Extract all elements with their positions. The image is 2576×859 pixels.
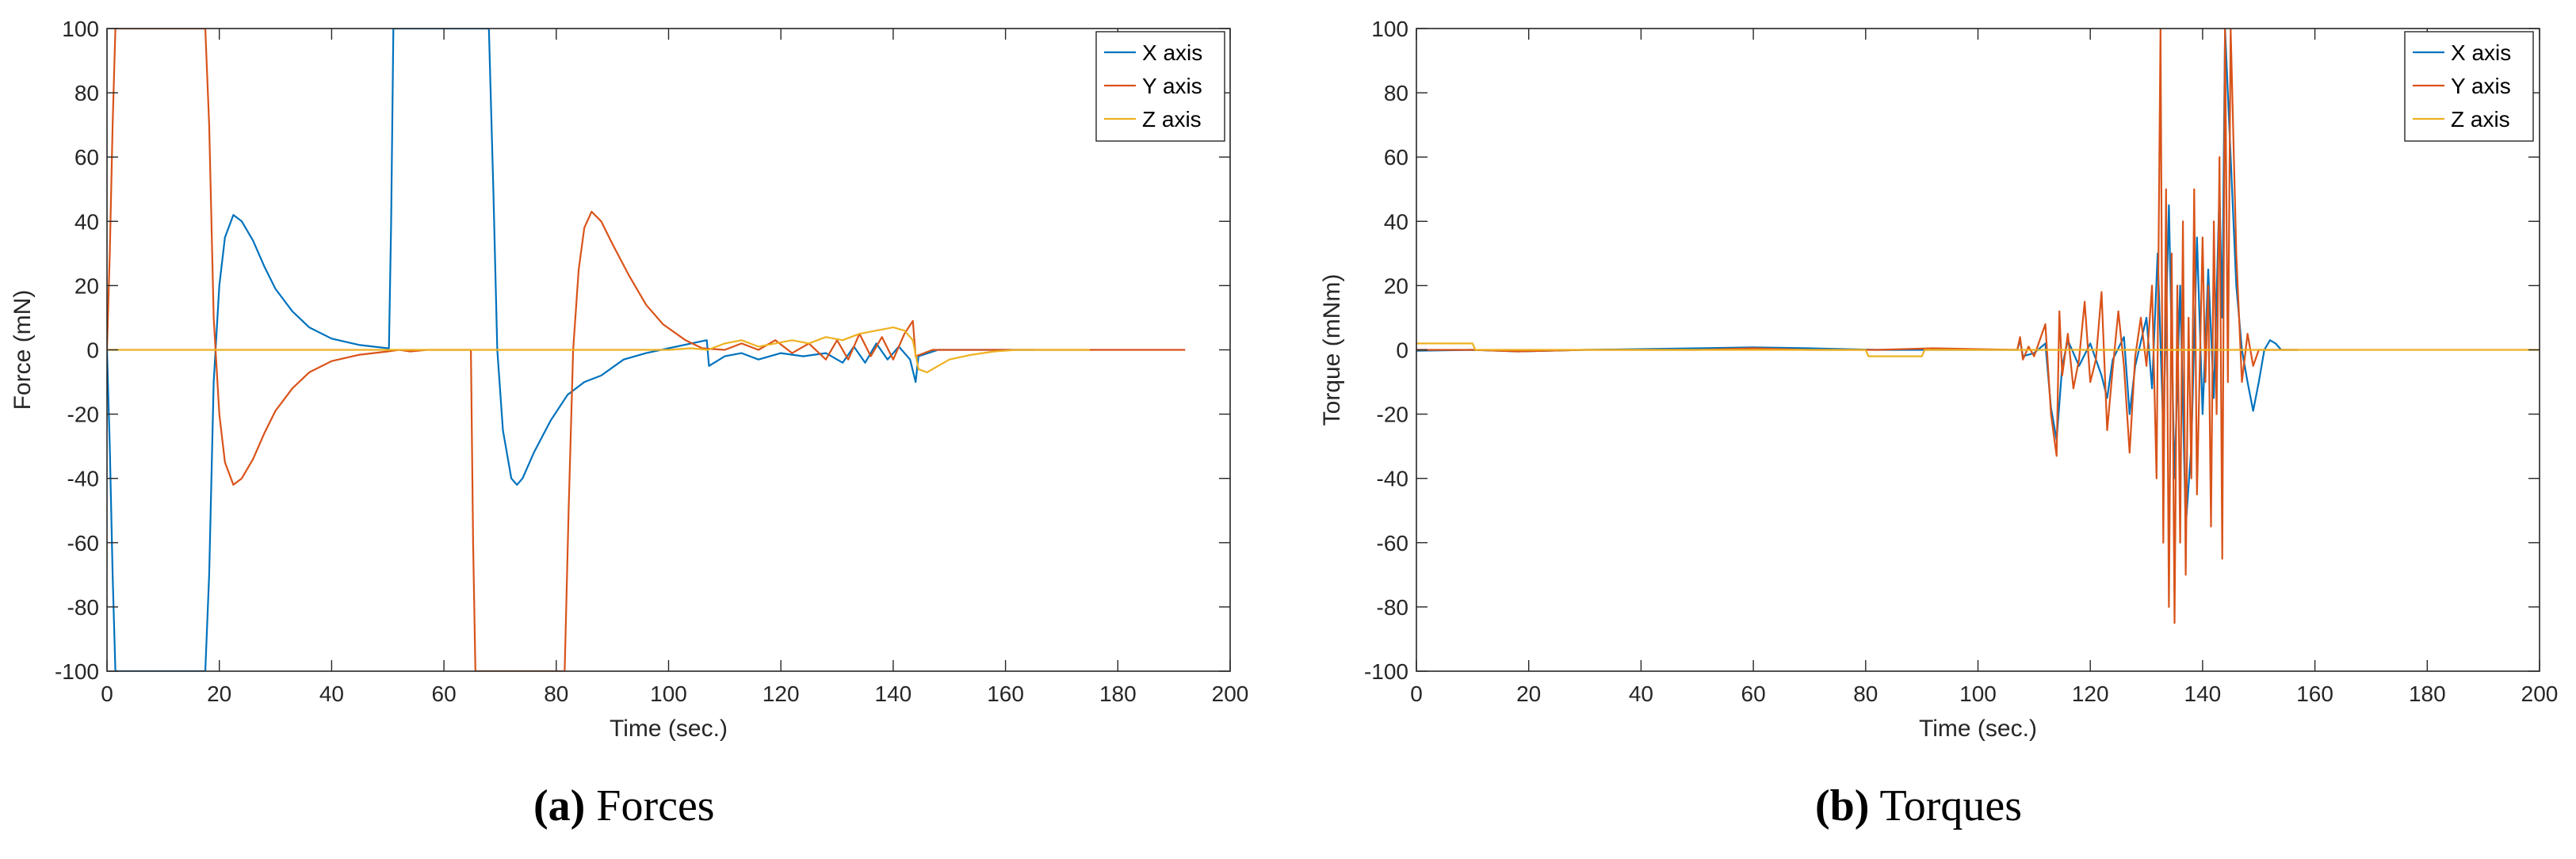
y-tick-label: -40 bbox=[67, 467, 99, 491]
y-tick-label: -20 bbox=[67, 403, 99, 427]
x-tick-label: 20 bbox=[1516, 681, 1541, 706]
series-line-z-axis bbox=[107, 326, 1090, 373]
y-tick-label: 100 bbox=[62, 17, 99, 41]
x-axis-label: Time (sec.) bbox=[610, 716, 728, 742]
y-tick-label: -40 bbox=[1377, 467, 1408, 491]
series-line-y-axis bbox=[107, 29, 1186, 671]
forces-plot: 0 20 40 60 80 100 120 140 160 180 200-100-80-60-40… bbox=[10, 17, 1248, 742]
caption-torques-letter: (b) bbox=[1815, 781, 1870, 830]
y-tick-label: -60 bbox=[1377, 531, 1408, 555]
torques-plot: 0 20 40 60 80 100 120 140 160 180 200-100-80-60-40… bbox=[1319, 17, 2558, 742]
legend-entry-x-axis: X axis bbox=[1142, 40, 1202, 65]
y-tick-label: -100 bbox=[55, 659, 99, 684]
caption-torques-text: Torques bbox=[1879, 781, 2023, 830]
caption-forces: (a) Forces bbox=[533, 781, 715, 831]
legend-entry-z-axis: Z axis bbox=[1142, 107, 1202, 132]
x-tick-label: 20 bbox=[207, 681, 231, 706]
legend: X axis Y axis Z axis bbox=[1095, 31, 1225, 142]
y-axis-label: Torque (mNm) bbox=[1319, 274, 1345, 426]
x-tick-label: 40 bbox=[1629, 681, 1653, 706]
x-tick-label: 160 bbox=[987, 681, 1024, 706]
y-axis-label: Force (mN) bbox=[10, 290, 36, 410]
x-tick-label: 180 bbox=[1099, 681, 1137, 706]
caption-torques: (b) Torques bbox=[1815, 781, 2022, 831]
y-tick-label: 80 bbox=[75, 81, 99, 105]
x-tick-label: 180 bbox=[2409, 681, 2446, 706]
y-tick-label: 40 bbox=[75, 209, 99, 234]
y-tick-label: -80 bbox=[67, 595, 99, 620]
x-tick-label: 140 bbox=[875, 681, 912, 706]
legend-entry-y-axis: Y axis bbox=[1142, 74, 1202, 98]
x-tick-label: 60 bbox=[1741, 681, 1766, 706]
y-tick-label: 40 bbox=[1384, 209, 1408, 234]
x-tick-label: 200 bbox=[2521, 681, 2559, 706]
x-tick-label: 0 bbox=[101, 681, 113, 706]
legend-entry-x-axis: X axis bbox=[2451, 40, 2511, 65]
x-tick-label: 160 bbox=[2296, 681, 2333, 706]
legend-entry-y-axis: Y axis bbox=[2451, 74, 2511, 98]
series-line-x-axis bbox=[107, 29, 1034, 671]
y-tick-label: 20 bbox=[1384, 273, 1408, 298]
y-tick-label: -80 bbox=[1377, 595, 1408, 620]
y-tick-label: -20 bbox=[1377, 403, 1408, 427]
x-tick-label: 100 bbox=[1959, 681, 1997, 706]
x-tick-label: 140 bbox=[2184, 681, 2222, 706]
x-tick-label: 60 bbox=[432, 681, 457, 706]
x-tick-label: 80 bbox=[1853, 681, 1878, 706]
x-tick-label: 40 bbox=[319, 681, 344, 706]
series-line-z-axis bbox=[1416, 342, 2540, 357]
x-axis-label: Time (sec.) bbox=[1919, 716, 2037, 742]
y-tick-label: -60 bbox=[67, 531, 99, 555]
x-tick-label: 200 bbox=[1212, 681, 1249, 706]
caption-forces-text: Forces bbox=[596, 781, 715, 830]
y-tick-label: 60 bbox=[1384, 145, 1408, 170]
y-tick-label: 20 bbox=[75, 273, 99, 298]
y-tick-label: 0 bbox=[86, 338, 99, 363]
legend: X axis Y axis Z axis bbox=[2404, 31, 2534, 142]
series-line-y-axis bbox=[1416, 29, 2299, 624]
x-tick-label: 0 bbox=[1410, 681, 1423, 706]
x-tick-label: 100 bbox=[650, 681, 687, 706]
y-tick-label: 80 bbox=[1384, 81, 1408, 105]
x-tick-label: 120 bbox=[762, 681, 800, 706]
caption-forces-letter: (a) bbox=[533, 781, 586, 830]
x-tick-label: 120 bbox=[2072, 681, 2109, 706]
x-tick-label: 80 bbox=[544, 681, 568, 706]
legend-entry-z-axis: Z axis bbox=[2451, 107, 2510, 132]
y-tick-label: 0 bbox=[1396, 338, 1408, 363]
y-tick-label: 60 bbox=[75, 145, 99, 170]
y-tick-label: 100 bbox=[1371, 17, 1408, 41]
y-tick-label: -100 bbox=[1364, 659, 1408, 684]
